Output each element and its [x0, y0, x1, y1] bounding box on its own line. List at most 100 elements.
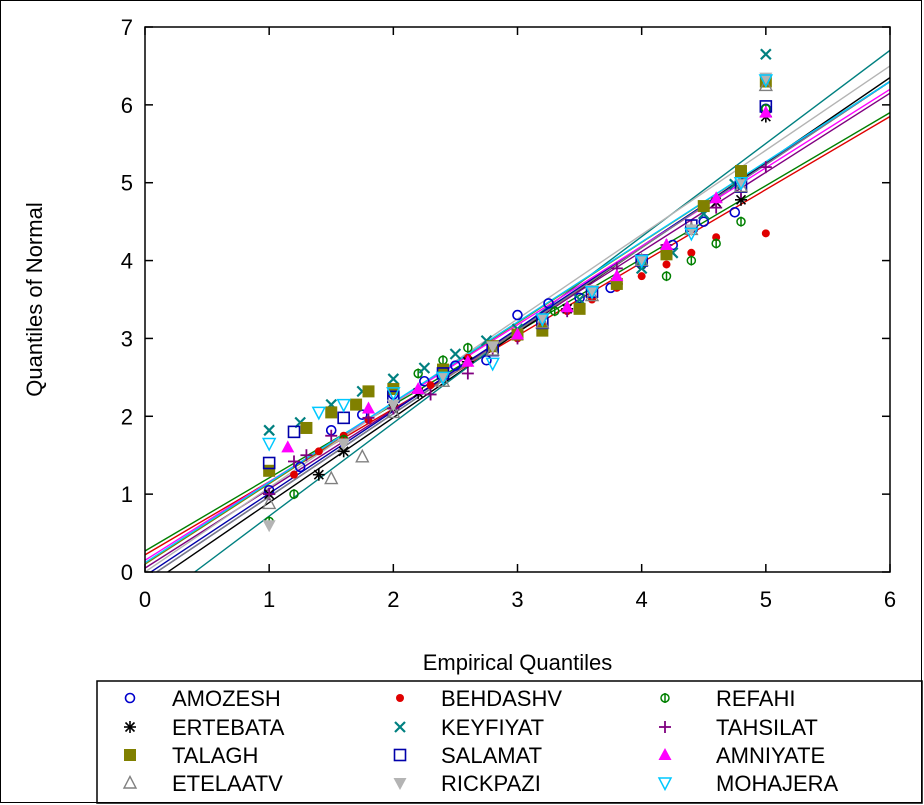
data-point — [419, 375, 430, 387]
data-point — [662, 260, 671, 269]
legend-marker — [393, 748, 407, 762]
data-point — [550, 306, 560, 317]
x-tick-label: 0 — [139, 587, 151, 612]
legend-marker — [659, 721, 671, 733]
data-point — [684, 227, 699, 242]
y-tick-label: 7 — [121, 15, 133, 40]
legend-label: AMOZESH — [172, 686, 281, 711]
y-tick-label: 4 — [121, 249, 133, 274]
y-tick-label: 2 — [121, 404, 133, 429]
legend-item-ertebata: ERTEBATA — [124, 715, 285, 740]
data-point — [733, 176, 749, 191]
series-behdashv — [290, 229, 770, 479]
data-point — [463, 342, 473, 353]
data-point — [311, 406, 327, 421]
legend-label: ERTEBATA — [172, 715, 285, 740]
data-point — [350, 398, 363, 411]
data-point — [436, 372, 450, 385]
x-tick-label: 5 — [760, 587, 772, 612]
legend-item-keyfiyat: KEYFIYAT — [394, 715, 544, 740]
x-tick-label: 6 — [884, 587, 896, 612]
data-point — [435, 371, 451, 386]
data-point — [411, 382, 425, 395]
series-talagh — [263, 75, 772, 477]
series-mohajera — [261, 74, 774, 452]
data-point — [355, 448, 370, 463]
data-point — [660, 248, 673, 261]
data-point — [289, 489, 299, 500]
data-point — [661, 271, 672, 282]
legend-item-etelaatv: ETELAATV — [122, 771, 283, 796]
legend-item-amozesh: AMOZESH — [124, 686, 281, 711]
data-point — [324, 470, 339, 485]
legend-label: RICKPAZI — [441, 771, 541, 796]
y-tick-label: 5 — [121, 171, 133, 196]
legend-label: ETELAATV — [172, 771, 283, 796]
legend-marker — [124, 749, 136, 761]
data-point — [356, 409, 368, 421]
legend-item-mohajera: MOHAJERA — [657, 771, 839, 796]
data-point — [709, 191, 723, 204]
x-tick-label: 4 — [636, 587, 648, 612]
data-point — [634, 254, 649, 269]
data-point — [573, 293, 586, 306]
data-point — [543, 298, 554, 309]
data-point — [413, 368, 423, 379]
data-point — [535, 313, 549, 326]
data-point — [758, 77, 773, 92]
data-point — [262, 495, 277, 510]
data-point — [733, 178, 749, 193]
data-point — [535, 314, 550, 329]
data-point — [761, 229, 770, 238]
data-point — [314, 447, 323, 456]
legend-label: AMNIYATE — [716, 743, 825, 768]
data-point — [687, 248, 696, 257]
data-point — [288, 455, 300, 468]
data-point — [760, 48, 772, 61]
data-point — [637, 272, 646, 281]
x-tick-label: 2 — [387, 587, 399, 612]
legend-label: KEYFIYAT — [441, 715, 544, 740]
data-point — [387, 373, 400, 385]
legend-marker — [660, 693, 670, 703]
data-point — [362, 401, 375, 414]
data-point — [263, 424, 275, 437]
data-point — [461, 367, 474, 380]
legend: AMOZESH BEHDASHV REFAHI ERTEBATA KEYFIYAT TAH… — [96, 680, 923, 804]
legend-item-salamat: SALAMAT — [393, 743, 542, 768]
data-point — [697, 200, 710, 213]
data-point — [362, 385, 375, 398]
legend-marker — [122, 774, 138, 789]
series-salamat — [262, 100, 773, 470]
legend-marker — [124, 692, 136, 704]
data-point — [584, 285, 600, 300]
data-point — [325, 406, 338, 419]
data-point — [424, 388, 437, 401]
fit-line-keyfiyat — [194, 49, 890, 572]
x-axis-title: Empirical Quantiles — [423, 650, 613, 675]
data-point — [574, 292, 585, 304]
data-point — [287, 425, 301, 439]
data-point — [450, 360, 461, 371]
legend-item-behdashv: BEHDASHV — [396, 686, 562, 711]
data-point — [336, 398, 351, 413]
data-point — [684, 224, 698, 237]
x-tick-label: 1 — [263, 587, 275, 612]
data-point — [759, 161, 772, 174]
data-point — [486, 341, 500, 354]
data-point — [262, 520, 276, 533]
legend-marker — [394, 721, 406, 733]
data-point — [300, 421, 313, 434]
y-tick-label: 3 — [121, 326, 133, 351]
data-point — [386, 399, 400, 412]
data-point — [485, 357, 500, 372]
data-point — [300, 449, 313, 462]
series-amniyate — [281, 105, 773, 453]
legend-marker — [658, 748, 672, 760]
legend-marker — [124, 721, 136, 733]
y-axis-title: Quantiles of Normal — [22, 202, 47, 396]
data-point — [735, 193, 747, 206]
data-point — [312, 468, 325, 481]
data-point — [337, 411, 350, 425]
